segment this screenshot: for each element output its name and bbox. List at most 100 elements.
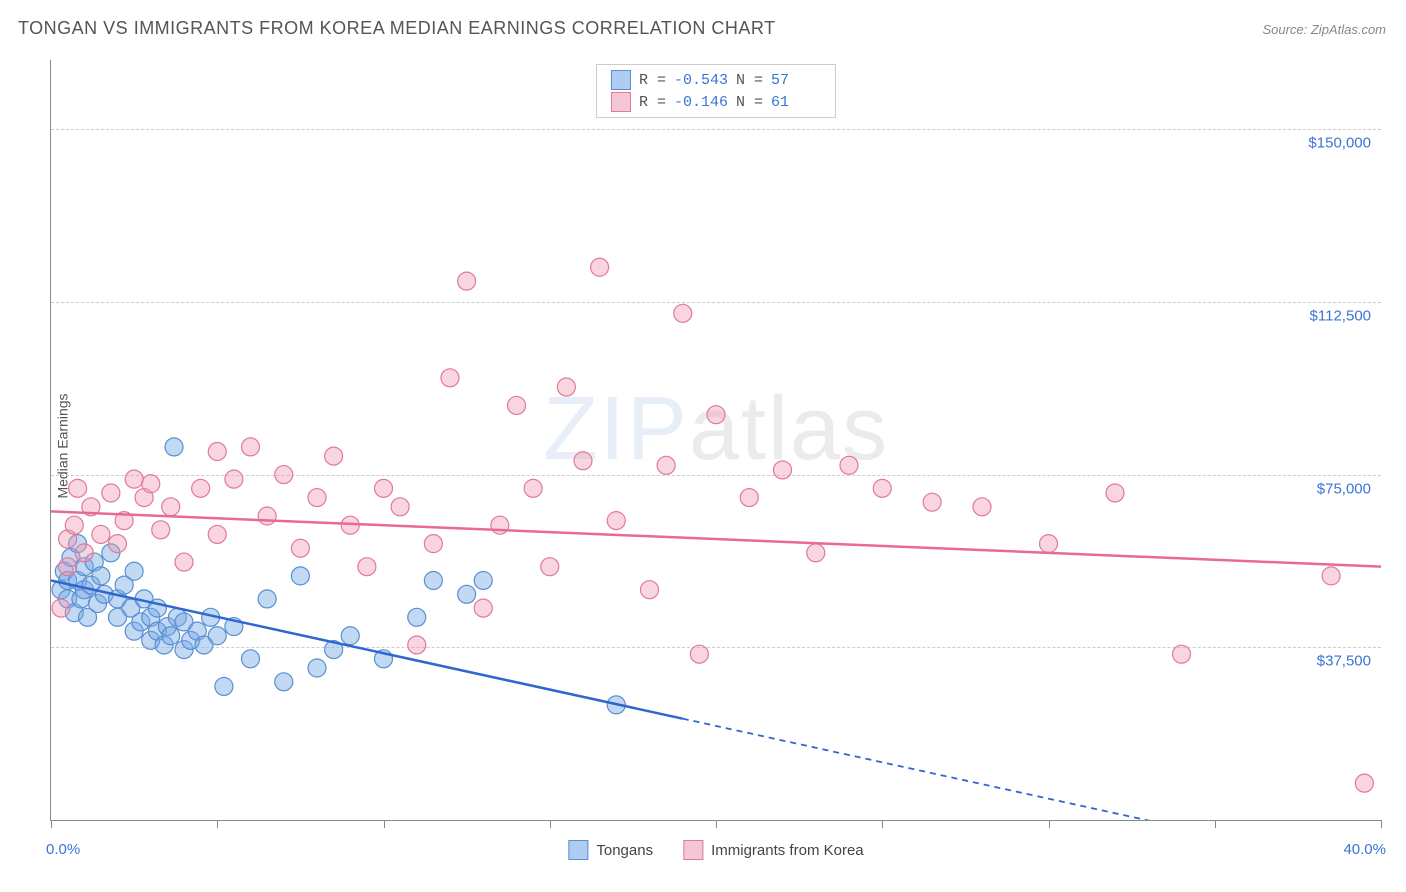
source-attribution: Source: ZipAtlas.com bbox=[1262, 22, 1386, 37]
data-point bbox=[807, 544, 825, 562]
data-point bbox=[291, 567, 309, 585]
data-point bbox=[873, 479, 891, 497]
data-point bbox=[59, 558, 77, 576]
data-point bbox=[208, 443, 226, 461]
data-point bbox=[125, 470, 143, 488]
x-axis-max-label: 40.0% bbox=[1343, 841, 1386, 858]
data-point bbox=[208, 525, 226, 543]
data-point bbox=[674, 304, 692, 322]
data-point bbox=[242, 438, 260, 456]
data-point bbox=[458, 272, 476, 290]
data-point bbox=[275, 673, 293, 691]
data-point bbox=[840, 456, 858, 474]
swatch-tongans bbox=[568, 840, 588, 860]
n-label: N = bbox=[736, 94, 763, 111]
data-point bbox=[258, 507, 276, 525]
data-point bbox=[92, 567, 110, 585]
data-point bbox=[474, 599, 492, 617]
data-point bbox=[142, 475, 160, 493]
legend-label-korea: Immigrants from Korea bbox=[711, 842, 864, 859]
data-point bbox=[973, 498, 991, 516]
data-point bbox=[341, 627, 359, 645]
swatch-tongans bbox=[611, 70, 631, 90]
data-point bbox=[408, 636, 426, 654]
data-point bbox=[1322, 567, 1340, 585]
data-point bbox=[162, 627, 180, 645]
correlation-legend: R = -0.543 N = 57 R = -0.146 N = 61 bbox=[596, 64, 836, 118]
x-tick bbox=[51, 820, 52, 828]
x-tick bbox=[882, 820, 883, 828]
data-point bbox=[162, 498, 180, 516]
n-value-tongans: 57 bbox=[771, 72, 821, 89]
data-point bbox=[275, 466, 293, 484]
plot-svg bbox=[51, 60, 1381, 820]
data-point bbox=[508, 396, 526, 414]
trend-line-extrapolated bbox=[683, 719, 1315, 820]
data-point bbox=[474, 571, 492, 589]
x-axis-min-label: 0.0% bbox=[46, 841, 80, 858]
legend-item-tongans: Tongans bbox=[568, 840, 653, 860]
data-point bbox=[923, 493, 941, 511]
data-point bbox=[325, 447, 343, 465]
data-point bbox=[65, 516, 83, 534]
data-point bbox=[657, 456, 675, 474]
data-point bbox=[1040, 535, 1058, 553]
data-point bbox=[175, 553, 193, 571]
data-point bbox=[165, 438, 183, 456]
data-point bbox=[358, 558, 376, 576]
data-point bbox=[591, 258, 609, 276]
data-point bbox=[75, 544, 93, 562]
data-point bbox=[291, 539, 309, 557]
data-point bbox=[308, 659, 326, 677]
x-tick bbox=[217, 820, 218, 828]
r-value-tongans: -0.543 bbox=[674, 72, 728, 89]
data-point bbox=[225, 470, 243, 488]
scatter-plot: ZIPatlas R = -0.543 N = 57 R = -0.146 N … bbox=[50, 60, 1381, 821]
data-point bbox=[109, 535, 127, 553]
data-point bbox=[391, 498, 409, 516]
data-point bbox=[424, 535, 442, 553]
data-point bbox=[707, 406, 725, 424]
data-point bbox=[242, 650, 260, 668]
legend-item-korea: Immigrants from Korea bbox=[683, 840, 864, 860]
data-point bbox=[774, 461, 792, 479]
data-point bbox=[441, 369, 459, 387]
data-point bbox=[740, 489, 758, 507]
data-point bbox=[52, 599, 70, 617]
chart-title: TONGAN VS IMMIGRANTS FROM KOREA MEDIAN E… bbox=[18, 18, 776, 39]
data-point bbox=[424, 571, 442, 589]
data-point bbox=[574, 452, 592, 470]
r-label: R = bbox=[639, 94, 666, 111]
data-point bbox=[1106, 484, 1124, 502]
data-point bbox=[92, 525, 110, 543]
data-point bbox=[375, 479, 393, 497]
x-tick bbox=[384, 820, 385, 828]
series-legend: Tongans Immigrants from Korea bbox=[568, 840, 863, 860]
trend-line bbox=[51, 511, 1381, 566]
x-tick bbox=[1381, 820, 1382, 828]
x-tick bbox=[716, 820, 717, 828]
x-tick bbox=[550, 820, 551, 828]
data-point bbox=[1355, 774, 1373, 792]
data-point bbox=[125, 562, 143, 580]
swatch-korea bbox=[683, 840, 703, 860]
data-point bbox=[258, 590, 276, 608]
data-point bbox=[69, 479, 87, 497]
data-point bbox=[1173, 645, 1191, 663]
data-point bbox=[308, 489, 326, 507]
n-value-korea: 61 bbox=[771, 94, 821, 111]
data-point bbox=[557, 378, 575, 396]
legend-row-tongans: R = -0.543 N = 57 bbox=[611, 69, 821, 91]
data-point bbox=[541, 558, 559, 576]
data-point bbox=[458, 585, 476, 603]
r-value-korea: -0.146 bbox=[674, 94, 728, 111]
data-point bbox=[524, 479, 542, 497]
data-point bbox=[607, 512, 625, 530]
data-point bbox=[641, 581, 659, 599]
legend-row-korea: R = -0.146 N = 61 bbox=[611, 91, 821, 113]
data-point bbox=[192, 479, 210, 497]
data-point bbox=[208, 627, 226, 645]
trend-line bbox=[51, 580, 683, 718]
swatch-korea bbox=[611, 92, 631, 112]
n-label: N = bbox=[736, 72, 763, 89]
